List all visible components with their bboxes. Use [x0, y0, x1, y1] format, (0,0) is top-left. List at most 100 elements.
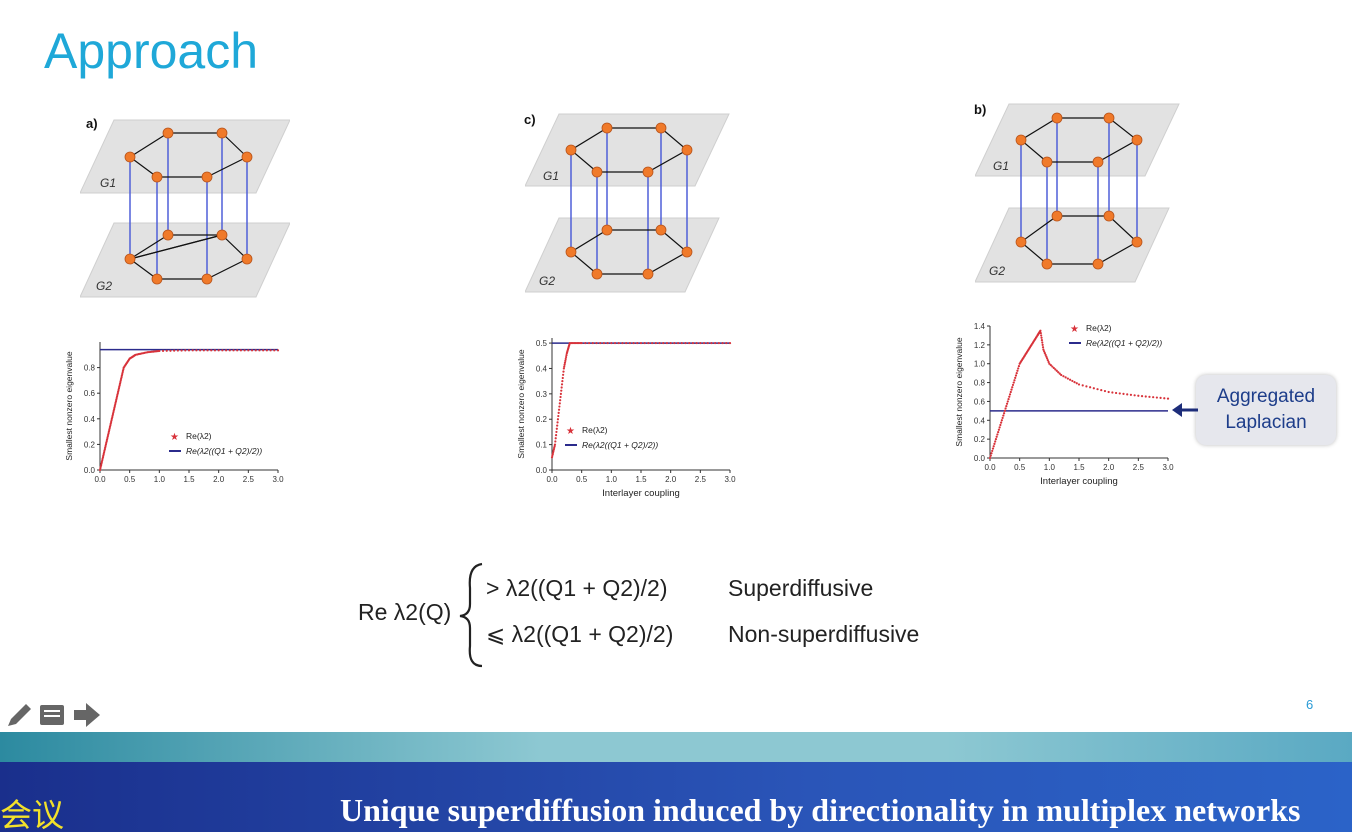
- data-point: [243, 349, 246, 352]
- data-point: [1040, 339, 1044, 342]
- data-point: [250, 349, 254, 352]
- x-tick-label: 1.0: [154, 475, 166, 484]
- data-point: [595, 341, 598, 345]
- data-point: [213, 349, 217, 352]
- data-point: [262, 349, 265, 352]
- x-axis-label: Interlayer coupling: [1040, 476, 1118, 487]
- data-point: [676, 341, 680, 345]
- data-point: [1010, 388, 1013, 391]
- aggregated-laplacian-callout: Aggregated Laplacian: [1196, 375, 1336, 445]
- data-point: [584, 341, 587, 345]
- data-point: [1051, 365, 1054, 368]
- formula-case-1: > λ2((Q1 + Q2)/2): [486, 575, 668, 601]
- eigenvalue-chart-a: 0.0 0.5 1.0 1.5 2.0 2.5 3.0 0.0 0.2 0.4 0.6 0.8 Smal…: [64, 342, 284, 484]
- layer-label-g1: G1: [543, 169, 559, 183]
- data-point: [997, 428, 1000, 431]
- data-point: [988, 456, 992, 460]
- data-point: [173, 349, 176, 352]
- data-point: [587, 341, 591, 345]
- data-point: [1000, 421, 1003, 424]
- data-point: [680, 341, 683, 345]
- y-tick-label: 1.0: [974, 360, 986, 369]
- data-point: [1039, 329, 1042, 332]
- data-point: [1126, 393, 1129, 396]
- data-point: [557, 411, 560, 414]
- data-point: [560, 389, 563, 392]
- data-point: [557, 408, 561, 411]
- data-point: [1043, 350, 1046, 353]
- x-tick-label: 2.0: [213, 475, 225, 484]
- data-point: [1015, 372, 1018, 375]
- data-point: [556, 424, 559, 427]
- y-tick-label: 0.8: [84, 364, 96, 373]
- chart-legend: ★ Re(λ2) Re(λ2((Q1 + Q2)/2)): [169, 431, 262, 456]
- data-point: [554, 433, 558, 437]
- layer-label-g1: G1: [100, 176, 116, 190]
- data-point: [989, 454, 992, 457]
- data-point: [994, 438, 998, 441]
- data-point: [1044, 353, 1047, 356]
- data-point: [599, 341, 602, 345]
- data-point: [1045, 355, 1048, 358]
- data-point: [564, 357, 567, 361]
- data-point: [1155, 396, 1158, 399]
- notes-icon[interactable]: [38, 702, 66, 728]
- data-point: [1062, 375, 1065, 378]
- data-point: [994, 440, 997, 443]
- data-point: [1008, 395, 1011, 398]
- y-tick-label: 0.0: [974, 454, 986, 463]
- data-point: [158, 349, 161, 353]
- data-point: [991, 449, 994, 453]
- data-point: [228, 349, 231, 352]
- panel-label-b: b): [974, 102, 987, 117]
- y-tick-label: 0.0: [84, 466, 96, 475]
- data-point: [562, 367, 565, 370]
- data-point: [1017, 364, 1021, 368]
- data-point: [563, 365, 566, 368]
- data-point: [1000, 419, 1003, 422]
- chart-legend: ★ Re(λ2) Re(λ2((Q1 + Q2)/2)): [1069, 323, 1162, 348]
- y-tick-label: 0.1: [536, 441, 548, 450]
- data-point: [180, 349, 183, 352]
- data-point: [1002, 414, 1005, 417]
- layer-label-g2: G2: [539, 274, 555, 288]
- x-tick-label: 1.5: [635, 475, 647, 484]
- y-axis-label: Smallest nonzero eigenvalue: [954, 337, 964, 446]
- data-point: [688, 341, 691, 345]
- y-tick-label: 0.3: [536, 390, 548, 399]
- data-point: [1012, 381, 1015, 384]
- data-point: [554, 437, 557, 440]
- data-point: [662, 341, 665, 345]
- pencil-icon[interactable]: [4, 700, 34, 730]
- slide-title: Approach: [44, 23, 259, 79]
- x-tick-label: 0.0: [546, 475, 558, 484]
- data-point: [1054, 368, 1057, 371]
- data-point: [559, 399, 562, 402]
- data-point: [628, 341, 631, 345]
- data-point: [1001, 416, 1004, 420]
- data-point: [169, 349, 172, 352]
- callout-line-2: Laplacian: [1225, 412, 1307, 433]
- data-point: [1066, 377, 1069, 380]
- data-point: [606, 341, 609, 345]
- footer-teal-band: [0, 732, 1352, 762]
- data-point: [580, 341, 583, 345]
- data-point: [1002, 412, 1006, 415]
- x-tick-label: 1.5: [183, 475, 195, 484]
- y-tick-label: 0.6: [974, 397, 986, 406]
- formula-lhs: Re λ2(Q): [358, 599, 451, 625]
- data-point: [1118, 392, 1121, 395]
- data-point: [1047, 360, 1050, 364]
- data-point: [992, 445, 995, 448]
- y-tick-label: 0.4: [974, 416, 986, 425]
- superdiffusion-condition-formula: Re λ2(Q) > λ2((Q1 + Q2)/2) Superdiffusiv…: [358, 562, 919, 668]
- data-point: [1041, 343, 1044, 346]
- data-point: [557, 414, 560, 418]
- data-point: [1016, 369, 1019, 372]
- data-point: [562, 373, 565, 376]
- data-point: [1133, 394, 1136, 397]
- chart-legend: ★ Re(λ2) Re(λ2((Q1 + Q2)/2)): [565, 425, 658, 450]
- next-arrow-icon[interactable]: [72, 702, 102, 728]
- data-point: [669, 341, 672, 345]
- y-tick-label: 1.4: [974, 322, 986, 331]
